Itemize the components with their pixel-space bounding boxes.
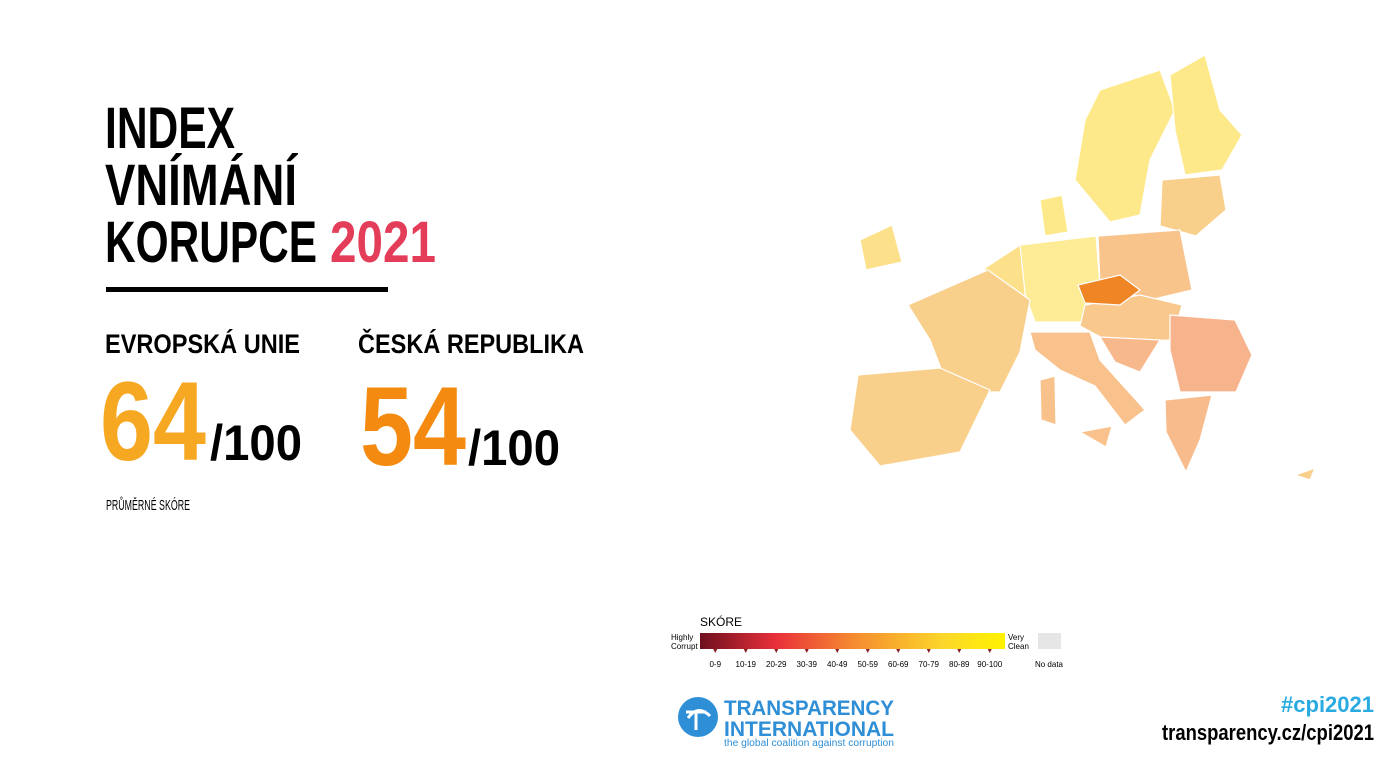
no-data-swatch <box>1038 633 1061 649</box>
logo-text: TRANSPARENCY <box>724 697 894 720</box>
country <box>1074 69 1176 223</box>
legend-tick <box>865 649 870 653</box>
legend-tick <box>896 649 901 653</box>
country <box>859 224 903 271</box>
no-data-label: No data <box>1035 660 1064 669</box>
legend-tick <box>987 649 992 653</box>
legend-tick <box>926 649 931 653</box>
url: transparency.cz/cpi2021 <box>1162 720 1374 745</box>
legend-title: SKÓRE <box>700 614 742 629</box>
legend-range: 90-100 <box>977 660 1002 669</box>
hashtag: #cpi2021 <box>1281 692 1374 717</box>
country <box>1098 336 1162 373</box>
legend-low: Highly <box>671 633 693 642</box>
legend-tick <box>713 649 718 653</box>
country <box>1164 394 1213 474</box>
legend-range: 50-59 <box>858 660 879 669</box>
country <box>1078 425 1113 448</box>
logo-tagline: the global coalition against corruption <box>724 738 894 749</box>
country <box>1159 174 1227 237</box>
country <box>1293 466 1317 481</box>
legend-high: Clean <box>1008 642 1029 651</box>
legend-range: 40-49 <box>827 660 848 669</box>
legend-low: Corrupt <box>671 642 698 651</box>
legend-range: 70-79 <box>919 660 940 669</box>
stat-score: 54 <box>360 364 466 489</box>
map <box>849 54 1317 481</box>
logo-icon <box>678 697 718 737</box>
country <box>1039 194 1069 237</box>
legend-range: 80-89 <box>949 660 970 669</box>
country <box>907 269 1031 393</box>
legend-tick <box>957 649 962 653</box>
legend-high: Very <box>1008 633 1024 642</box>
legend-range: 10-19 <box>736 660 757 669</box>
stat-label: EVROPSKÁ UNIE <box>105 328 300 359</box>
legend-range: 0-9 <box>709 660 721 669</box>
legend-tick <box>835 649 840 653</box>
legend-bar <box>700 633 1005 649</box>
country <box>849 367 991 467</box>
divider <box>106 287 388 292</box>
stat-note: PRŮMĚRNÉ SKÓRE <box>106 496 190 514</box>
title-line: VNÍMÁNÍ <box>105 153 298 218</box>
legend-tick <box>774 649 779 653</box>
title-line: KORUPCE <box>105 210 317 275</box>
logo-glyph <box>686 709 712 730</box>
legend-range: 60-69 <box>888 660 909 669</box>
logo-text: INTERNATIONAL <box>724 718 894 741</box>
legend-range: 30-39 <box>797 660 818 669</box>
title-line: INDEX <box>105 96 235 161</box>
stat-max: /100 <box>468 420 560 476</box>
stat-label: ČESKÁ REPUBLIKA <box>358 328 584 359</box>
legend-tick <box>743 649 748 653</box>
country <box>1169 314 1253 393</box>
country <box>1039 375 1057 426</box>
title-year: 2021 <box>330 210 436 275</box>
stat-max: /100 <box>210 415 302 471</box>
stat-score: 64 <box>100 359 206 484</box>
legend-range: 20-29 <box>766 660 787 669</box>
country <box>1029 331 1146 426</box>
legend-tick <box>804 649 809 653</box>
legend-ranges: 0-9 10-19 20-29 30-39 40-49 50-59 60-69 70-79 80… <box>709 649 1003 669</box>
country <box>1169 54 1243 176</box>
country <box>1077 274 1141 306</box>
